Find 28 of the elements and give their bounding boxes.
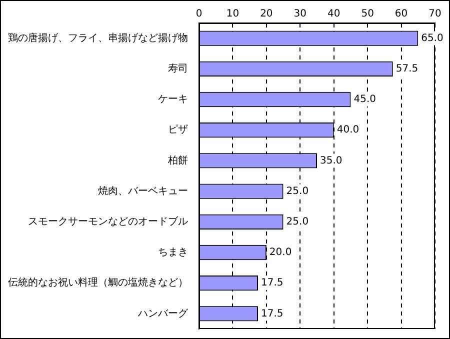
y-tick-label: ハンバーグ [137,308,189,320]
data-label: 20.0 [269,247,292,258]
data-label: 35.0 [320,155,342,166]
data-label: 45.0 [354,94,376,106]
x-tick-label: 70 [428,8,442,20]
y-tick-label: 鶏の唐揚げ、フライ、串揚げなど揚げ物 [8,32,188,44]
y-tick-label: スモークサーモンなどのオードブル [28,215,188,228]
y-tick-label: ケーキ [158,94,188,106]
data-label: 57.5 [396,63,418,74]
x-tick-label: 40 [327,8,340,20]
y-tick-label: 焼肉、バーベキュー [98,184,188,197]
x-tick-label: 30 [294,8,307,20]
data-label: 25.0 [286,186,309,197]
data-label: 25.0 [286,216,309,228]
y-tick-label: ちまき [158,247,188,258]
data-label: 17.5 [261,308,284,320]
data-label: 65.0 [421,32,444,44]
data-label: 17.5 [261,278,284,289]
y-tick-label: 柏餅 [167,154,188,166]
x-tick-label: 10 [226,8,240,20]
data-label: 40.0 [336,124,360,136]
x-tick-label: 60 [394,8,408,20]
y-tick-label: 寿司 [168,63,188,74]
y-tick-label: ピザ [168,124,188,136]
x-tick-label: 0 [196,8,202,20]
y-tick-label: 伝統的なお祝い料理（鯛の塩焼きなど） [8,276,188,289]
x-tick-label: 50 [361,8,374,20]
x-tick-label: 20 [260,8,273,20]
